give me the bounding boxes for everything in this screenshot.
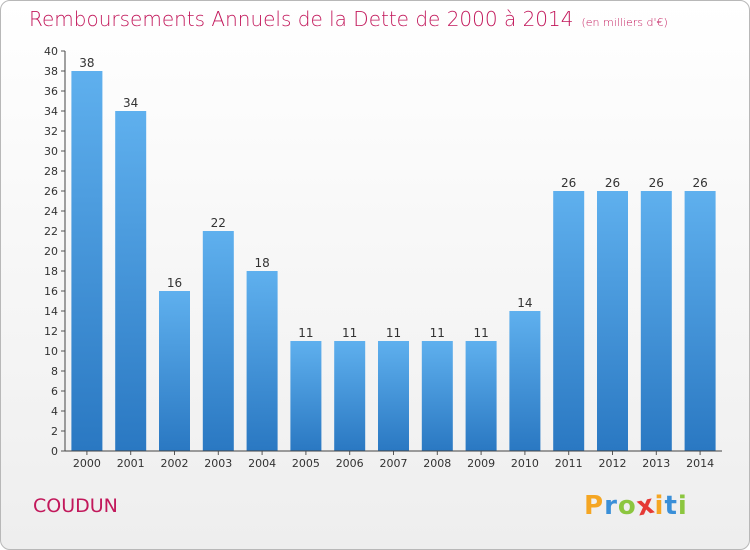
bar-value-label: 22 (211, 216, 226, 230)
y-tick-label: 34 (44, 105, 58, 118)
bar-2005 (290, 341, 322, 451)
bar-2007 (378, 341, 409, 451)
x-tick-label: 2007 (380, 457, 408, 470)
y-tick-label: 26 (44, 185, 58, 198)
y-tick-label: 40 (44, 45, 58, 58)
y-tick-label: 12 (44, 325, 58, 338)
y-tick-label: 30 (44, 145, 58, 158)
chart-title: Remboursements Annuels de la Dette de 20… (29, 7, 668, 31)
bar-2003 (202, 231, 234, 451)
proxiti-logo: Proxiti (584, 489, 688, 522)
bar-value-label: 38 (79, 56, 94, 70)
x-tick-label: 2000 (73, 457, 101, 470)
bar-value-label: 11 (298, 326, 313, 340)
bar-value-label: 11 (473, 326, 488, 340)
bar-2008 (421, 341, 453, 451)
bar-value-label: 18 (254, 256, 269, 270)
y-tick-label: 22 (44, 225, 58, 238)
logo-letter: t (664, 491, 678, 521)
bar-value-label: 11 (342, 326, 357, 340)
y-tick-label: 38 (44, 65, 58, 78)
logo-letter: r (604, 491, 618, 521)
x-tick-label: 2012 (599, 457, 627, 470)
logo-letter: P (584, 491, 605, 521)
y-tick-label: 0 (51, 445, 58, 458)
bar-value-label: 34 (123, 96, 138, 110)
y-tick-label: 18 (44, 265, 58, 278)
y-tick-label: 14 (44, 305, 58, 318)
y-tick-label: 6 (51, 385, 58, 398)
x-tick-label: 2014 (686, 457, 714, 470)
bar-2009 (465, 341, 497, 451)
y-tick-label: 10 (44, 345, 58, 358)
logo-letter: i (677, 491, 688, 521)
y-tick-label: 36 (44, 85, 58, 98)
x-tick-label: 2010 (511, 457, 539, 470)
bar-2000 (71, 71, 103, 451)
bar-2002 (159, 291, 190, 451)
y-tick-label: 16 (44, 285, 58, 298)
bar-2010 (509, 311, 541, 451)
bar-value-label: 26 (649, 176, 664, 190)
x-tick-label: 2002 (161, 457, 189, 470)
bar-2001 (115, 111, 147, 451)
commune-name: COUDUN (33, 495, 118, 517)
x-tick-label: 2008 (423, 457, 451, 470)
bar-value-label: 26 (692, 176, 707, 190)
y-tick-label: 8 (51, 365, 58, 378)
bar-2013 (640, 191, 672, 451)
bar-2004 (246, 271, 278, 451)
bar-value-label: 26 (561, 176, 576, 190)
y-tick-label: 2 (51, 425, 58, 438)
y-tick-label: 24 (44, 205, 58, 218)
bar-value-label: 11 (386, 326, 401, 340)
x-tick-label: 2004 (248, 457, 276, 470)
y-tick-label: 28 (44, 165, 58, 178)
x-tick-label: 2005 (292, 457, 320, 470)
bar-value-label: 11 (430, 326, 445, 340)
bar-value-label: 16 (167, 276, 182, 290)
bar-value-label: 14 (517, 296, 532, 310)
logo-letter: i (654, 491, 665, 521)
x-tick-label: 2013 (642, 457, 670, 470)
x-tick-label: 2011 (555, 457, 583, 470)
bar-2014 (684, 191, 716, 451)
bar-2012 (597, 191, 628, 451)
chart-subtitle: (en milliers d'€) (581, 16, 668, 29)
y-tick-label: 20 (44, 245, 58, 258)
y-tick-label: 4 (51, 405, 58, 418)
x-tick-label: 2009 (467, 457, 495, 470)
logo-letter: o (617, 491, 637, 521)
y-tick-label: 32 (44, 125, 58, 138)
x-tick-label: 2001 (117, 457, 145, 470)
x-tick-label: 2003 (204, 457, 232, 470)
bar-2011 (553, 191, 585, 451)
chart-title-text: Remboursements Annuels de la Dette de 20… (29, 7, 574, 31)
bar-2006 (334, 341, 366, 451)
bar-value-label: 26 (605, 176, 620, 190)
x-tick-label: 2006 (336, 457, 364, 470)
